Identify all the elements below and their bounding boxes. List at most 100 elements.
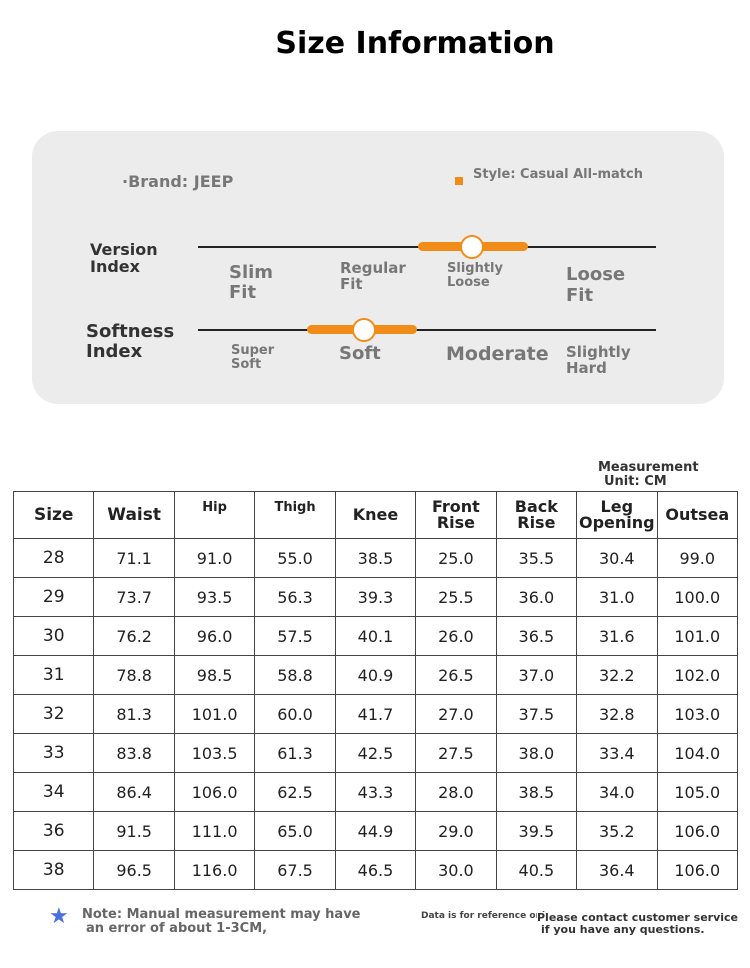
table-cell: 36.4 — [576, 850, 658, 890]
table-cell: 40.9 — [334, 655, 417, 695]
table-cell: 101.0 — [173, 694, 256, 734]
column-header: Knee — [334, 491, 417, 539]
table-cell: 36 — [12, 811, 95, 851]
table-cell: 25.0 — [415, 538, 497, 578]
label-line: Super — [231, 343, 275, 358]
contact-line: Please contact customer service — [537, 911, 738, 924]
table-cell: 98.5 — [173, 655, 256, 695]
table-cell: 103.0 — [656, 694, 738, 734]
table-row: 31 78.8 98.5 58.8 40.9 26.5 37.0 32.2 102.0 — [12, 655, 738, 695]
size-table: Size Waist Hip Thigh Knee Front Rise Back Rise… — [12, 491, 738, 890]
knob — [460, 235, 484, 259]
table-cell: 91.0 — [173, 538, 256, 578]
table-cell: 27.5 — [415, 733, 497, 773]
table-cell: 44.9 — [334, 811, 417, 851]
column-header: Outsea — [656, 491, 738, 539]
table-cell: 104.0 — [656, 733, 738, 773]
table-row: 33 83.8 103.5 61.3 42.5 27.5 38.0 33.4 104.0 — [12, 733, 738, 773]
table-cell: 40.1 — [334, 616, 417, 656]
table-cell: 76.2 — [93, 616, 175, 656]
table-cell: 36.5 — [495, 616, 578, 656]
table-cell: 86.4 — [93, 772, 175, 812]
table-cell: 32.8 — [576, 694, 658, 734]
table-cell: 31 — [12, 655, 95, 695]
label-line: Fit — [340, 275, 363, 293]
table-cell: 26.5 — [415, 655, 497, 695]
label: Softness Index — [86, 322, 174, 362]
label-line: Soft — [339, 343, 381, 364]
table-cell: 26.0 — [415, 616, 497, 656]
table-row: 29 73.7 93.5 56.3 39.3 25.5 36.0 31.0 100.0 — [12, 577, 738, 617]
label-line: Hard — [566, 359, 607, 377]
table-cell: 39.3 — [334, 577, 417, 617]
table-cell: 62.5 — [254, 772, 336, 812]
table-cell: 91.5 — [93, 811, 175, 851]
table-cell: 65.0 — [254, 811, 336, 851]
table-cell: 81.3 — [93, 694, 175, 734]
star-icon: ★ — [49, 904, 69, 929]
table-cell: 35.5 — [495, 538, 578, 578]
table-cell: 111.0 — [173, 811, 256, 851]
table-cell: 31.6 — [576, 616, 658, 656]
panel — [32, 131, 724, 404]
track — [198, 329, 656, 331]
table-cell: 42.5 — [334, 733, 417, 773]
table-cell: 55.0 — [254, 538, 336, 578]
table-cell: 25.5 — [415, 577, 497, 617]
table-cell: 61.3 — [254, 733, 336, 773]
table-cell: 83.8 — [93, 733, 175, 773]
table-cell: 102.0 — [656, 655, 738, 695]
contact: Please contact customer service if you ha… — [537, 912, 738, 936]
table-cell: 38.5 — [495, 772, 578, 812]
title: Size Information — [275, 26, 555, 61]
label-line: Regular — [340, 259, 406, 277]
table-cell: 33 — [12, 733, 95, 773]
table-cell: 41.7 — [334, 694, 417, 734]
label-line: Slightly — [447, 261, 503, 276]
bullet — [455, 177, 463, 185]
brand: ·Brand: JEEP — [122, 172, 234, 191]
table-cell: 99.0 — [656, 538, 738, 578]
table-row: 32 81.3 101.0 60.0 41.7 27.0 37.5 32.8 103.0 — [12, 694, 738, 734]
table-cell: 29.0 — [415, 811, 497, 851]
table-row: 38 96.5 116.0 67.5 46.5 30.0 40.5 36.4 106.0 — [12, 850, 738, 890]
note-line: Note: Manual measurement may have — [82, 907, 361, 922]
table-cell: 106.0 — [656, 811, 738, 851]
table-row: 30 76.2 96.0 57.5 40.1 26.0 36.5 31.6 101.0 — [12, 616, 738, 656]
table-cell: 38.5 — [334, 538, 417, 578]
column-header: Back Rise — [495, 491, 578, 539]
label-line: Loose — [566, 264, 626, 285]
table-cell: 101.0 — [656, 616, 738, 656]
table-cell: 35.2 — [576, 811, 658, 851]
table-cell: 56.3 — [254, 577, 336, 617]
table-cell: 100.0 — [656, 577, 738, 617]
table-cell: 32 — [12, 694, 95, 734]
label: Slightly Loose — [447, 262, 503, 290]
style: Style: Casual All-match — [473, 167, 643, 182]
table-cell: 34 — [12, 772, 95, 812]
label-line: Softness — [86, 321, 175, 342]
reference: Data is for reference only — [421, 911, 551, 921]
table-cell: 30.0 — [415, 850, 497, 890]
label-line: Soft — [231, 357, 262, 372]
table-cell: 36.0 — [495, 577, 578, 617]
table-cell: 32.2 — [576, 655, 658, 695]
table-cell: 40.5 — [495, 850, 578, 890]
table-cell: 103.5 — [173, 733, 256, 773]
table-cell: 43.3 — [334, 772, 417, 812]
label-line: Slim — [229, 262, 274, 283]
table-cell: 71.1 — [93, 538, 175, 578]
table-cell: 78.8 — [93, 655, 175, 695]
column-header: Waist — [93, 491, 175, 539]
column-header: Size — [12, 491, 95, 539]
label: Moderate — [446, 344, 549, 364]
label: Version Index — [90, 241, 158, 275]
column-header: Front Rise — [415, 491, 497, 539]
unit: Measurement Unit: CM — [598, 461, 699, 489]
unit-line: Measurement — [598, 460, 699, 475]
table-cell: 58.8 — [254, 655, 336, 695]
label-line: Index — [86, 341, 143, 362]
label-line: Version — [90, 240, 158, 259]
table-cell: 28 — [12, 538, 95, 578]
